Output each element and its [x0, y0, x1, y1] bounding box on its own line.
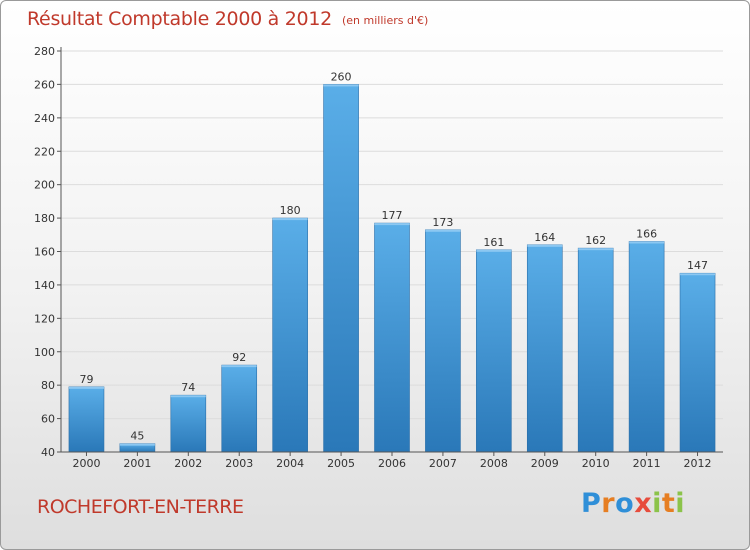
place-name: ROCHEFORT-EN-TERRE	[37, 496, 244, 518]
bar-2010	[577, 247, 614, 453]
bar-highlight	[425, 229, 461, 232]
bar-highlight	[221, 365, 257, 368]
bars: 79 45 74 92 180 260 177 173 161 164 162 166 147	[68, 70, 716, 453]
x-tick-label: 2009	[531, 457, 559, 470]
bar-highlight	[68, 386, 104, 389]
x-tick-label: 2012	[684, 457, 712, 470]
bar-highlight	[527, 244, 563, 247]
value-label: 180	[280, 204, 301, 217]
bar-2002	[170, 394, 207, 453]
x-tick-label: 2002	[174, 457, 202, 470]
y-tick-label: 40	[41, 446, 55, 459]
x-tick-label: 2011	[633, 457, 661, 470]
y-tick-label: 120	[34, 312, 55, 325]
value-label: 147	[687, 259, 708, 272]
value-label: 260	[331, 70, 352, 83]
value-label: 45	[130, 430, 144, 443]
bar-2012	[679, 272, 716, 453]
x-tick-label: 2005	[327, 457, 355, 470]
x-tick-label: 2001	[123, 457, 151, 470]
x-tick-label: 2006	[378, 457, 406, 470]
bar-2007	[425, 229, 461, 453]
axes: 40 60 80 100 120 140 160 180 200 220 240 260 280 2000…	[34, 45, 723, 470]
bar-2003	[221, 364, 258, 453]
value-label: 162	[585, 234, 606, 247]
y-tick-label: 220	[34, 145, 55, 158]
bar-highlight	[629, 241, 665, 244]
bar-highlight	[680, 273, 716, 276]
chart-title: Résultat Comptable 2000 à 2012	[27, 8, 332, 30]
value-label: 161	[483, 236, 504, 249]
bar-2004	[272, 217, 308, 453]
value-label: 79	[79, 373, 93, 386]
bar-2000	[68, 386, 105, 453]
value-label: 166	[636, 227, 657, 240]
bar-highlight	[323, 84, 359, 87]
x-tick-label: 2003	[225, 457, 253, 470]
bar-highlight	[170, 395, 206, 398]
bar-2011	[628, 241, 665, 453]
x-tick-label: 2008	[480, 457, 508, 470]
value-label: 177	[382, 209, 403, 222]
y-tick-label: 280	[34, 45, 55, 58]
y-tick-label: 80	[41, 379, 55, 392]
y-tick-label: 60	[41, 413, 55, 426]
bar-highlight	[578, 248, 614, 251]
bar-2005	[323, 84, 359, 453]
x-tick-label: 2000	[72, 457, 100, 470]
y-tick-label: 180	[34, 212, 55, 225]
value-label: 164	[534, 231, 555, 244]
bar-2009	[526, 244, 563, 453]
bar-2006	[374, 222, 410, 453]
y-tick-label: 200	[34, 179, 55, 192]
bar-highlight	[374, 223, 410, 226]
bar-highlight	[476, 249, 512, 252]
value-label: 92	[232, 351, 246, 364]
y-tick-label: 160	[34, 246, 55, 259]
chart-subtitle: (en milliers d'€)	[342, 14, 429, 27]
bar-2008	[476, 249, 512, 453]
y-tick-label: 260	[34, 78, 55, 91]
x-tick-label: 2007	[429, 457, 457, 470]
proxiti-logo[interactable]: Proxiti	[581, 488, 686, 519]
y-tick-label: 100	[34, 346, 55, 359]
bar-highlight	[119, 443, 155, 446]
value-label: 173	[432, 216, 453, 229]
value-label: 74	[181, 381, 195, 394]
x-tick-label: 2010	[582, 457, 610, 470]
x-tick-label: 2004	[276, 457, 304, 470]
y-tick-label: 240	[34, 112, 55, 125]
bar-highlight	[272, 218, 308, 221]
y-tick-label: 140	[34, 279, 55, 292]
